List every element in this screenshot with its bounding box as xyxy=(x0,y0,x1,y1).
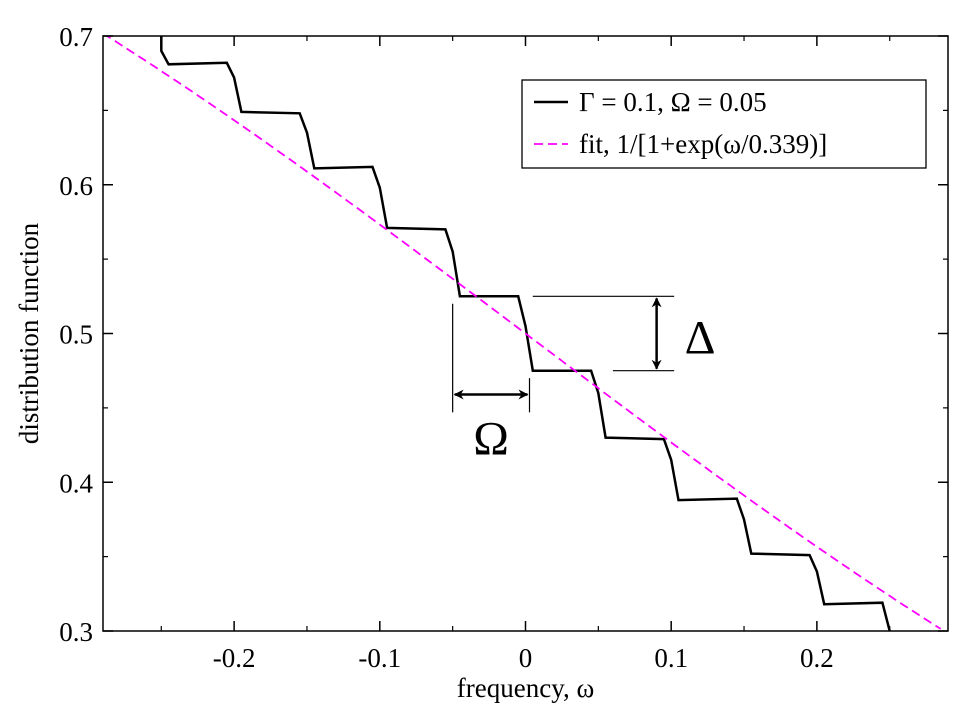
series-simulation-line xyxy=(160,36,891,631)
x-tick-label: -0.2 xyxy=(213,643,256,673)
series-layer xyxy=(105,36,942,631)
legend-label-fit: fit, 1/[1+exp(ω/0.339)] xyxy=(579,129,827,159)
y-tick-label: 0.6 xyxy=(59,171,93,201)
legend: Γ = 0.1, Ω = 0.05 fit, 1/[1+exp(ω/0.339)… xyxy=(521,79,927,169)
omega-label: Ω xyxy=(473,412,509,465)
series-fit-line xyxy=(105,36,942,630)
x-tick-label: 0.2 xyxy=(800,643,834,673)
y-tick-label: 0.5 xyxy=(59,320,93,350)
x-tick-label: 0.1 xyxy=(654,643,688,673)
x-tick-label: -0.1 xyxy=(358,643,401,673)
axes-layer: -0.2 -0.1 0 0.1 0.2 0.3 0.4 0.5 0.6 0.7 xyxy=(59,22,948,673)
legend-box xyxy=(521,79,927,169)
y-axis-label: distribution function xyxy=(14,222,44,444)
x-tick-label: 0 xyxy=(519,643,533,673)
y-tick-label: 0.3 xyxy=(59,617,93,647)
y-tick-label: 0.4 xyxy=(59,468,93,498)
x-axis-label: frequency, ω xyxy=(457,673,594,703)
y-tick-label: 0.7 xyxy=(59,22,93,52)
annotation-layer: ΔΩ xyxy=(452,295,716,465)
delta-label: Δ xyxy=(685,312,716,365)
legend-label-simulation: Γ = 0.1, Ω = 0.05 xyxy=(579,87,767,117)
